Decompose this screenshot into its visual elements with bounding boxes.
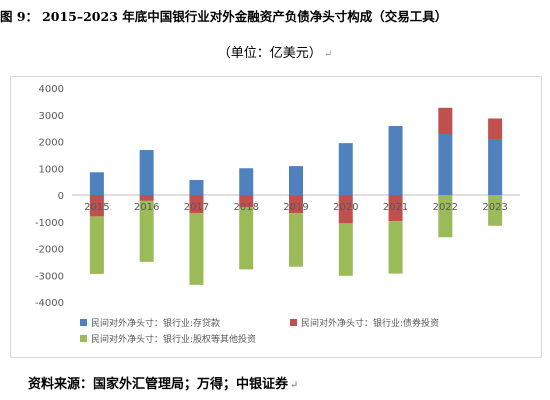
- y-tick-label: 2000: [39, 138, 64, 149]
- y-tick-label: -1000: [35, 218, 64, 229]
- y-tick-label: -4000: [35, 298, 64, 309]
- bar-series-1: [388, 125, 403, 195]
- legend-label: 民间对外净头寸：银行业:存贷款: [91, 317, 220, 329]
- x-tick-label: 2017: [184, 202, 209, 213]
- x-tick-label: 2022: [433, 202, 458, 213]
- figure-source: 资料来源：国家外汇管理局；万得；中银证券 ↵: [28, 373, 298, 392]
- bar-series-1: [139, 150, 154, 195]
- x-tick-label: 2015: [84, 202, 109, 213]
- figure-label: 图 9：: [0, 9, 39, 24]
- bar-series-1: [189, 180, 204, 195]
- bar-series-3: [388, 221, 403, 274]
- bar-series-2: [139, 195, 154, 201]
- bar-series-1: [289, 166, 303, 195]
- bar-chart: 4000 3000 2000 1000 0 -1000 -2000 -3000 -4000 201…: [35, 84, 520, 345]
- bar-series-2: [189, 195, 204, 214]
- legend-swatch: [290, 319, 297, 326]
- legend-swatch: [80, 319, 87, 326]
- x-tick-label: 2020: [333, 202, 358, 213]
- bar-series-3: [139, 200, 154, 262]
- bar-series-1: [438, 134, 453, 195]
- x-tick-label: 2016: [134, 202, 159, 213]
- x-tick-label: 2018: [233, 202, 258, 213]
- figure-title-line: 图 9： 2015–2023 年底中国银行业对外金融资产负债净头寸构成（交易工具）: [0, 6, 550, 25]
- y-tick-label: -3000: [35, 271, 64, 282]
- bar-series-2: [289, 195, 303, 214]
- chart-frame: [10, 76, 542, 358]
- y-tick-label: -2000: [35, 245, 64, 256]
- x-tick-label: 2019: [283, 202, 308, 213]
- bar-series-1: [488, 139, 503, 195]
- figure-subtitle-text: （单位：亿美元）: [217, 46, 322, 61]
- y-tick-label: 0: [58, 191, 64, 202]
- legend-swatch: [80, 335, 87, 342]
- paragraph-mark-icon: ↵: [323, 49, 333, 60]
- bar-series-3: [438, 195, 453, 238]
- bar-series-3: [239, 207, 254, 270]
- y-tick-label: 4000: [39, 84, 64, 95]
- bar-series-1: [239, 168, 254, 195]
- bar-series-2: [388, 195, 403, 222]
- bar-series-2: [488, 118, 503, 140]
- figure-subtitle: （单位：亿美元） ↵: [0, 42, 550, 61]
- paragraph-mark-icon: ↵: [290, 380, 299, 391]
- bar-series-2: [89, 195, 104, 217]
- legend-label: 民间对外净头寸：银行业:股权等其他投资: [91, 333, 256, 345]
- bar-series-3: [89, 216, 104, 274]
- figure-title: 2015–2023 年底中国银行业对外金融资产负债净头寸构成（交易工具）: [42, 9, 448, 24]
- x-tick-label: 2021: [383, 202, 408, 213]
- bar-series-1: [338, 143, 353, 195]
- bar-series-3: [488, 195, 503, 226]
- x-tick-label: 2023: [482, 202, 507, 213]
- source-text: 资料来源：国家外汇管理局；万得；中银证券: [28, 377, 289, 392]
- y-tick-label: 3000: [39, 111, 64, 122]
- bar-series-3: [189, 213, 204, 285]
- bar-series-1: [89, 172, 104, 195]
- legend-label: 民间对外净头寸：银行业:债券投资: [301, 317, 439, 329]
- bar-series-3: [338, 223, 353, 276]
- bar-series-2: [338, 195, 353, 224]
- y-tick-label: 1000: [39, 164, 64, 175]
- bar-series-3: [289, 213, 303, 267]
- bar-series-2: [239, 195, 254, 208]
- bar-series-2: [438, 107, 453, 135]
